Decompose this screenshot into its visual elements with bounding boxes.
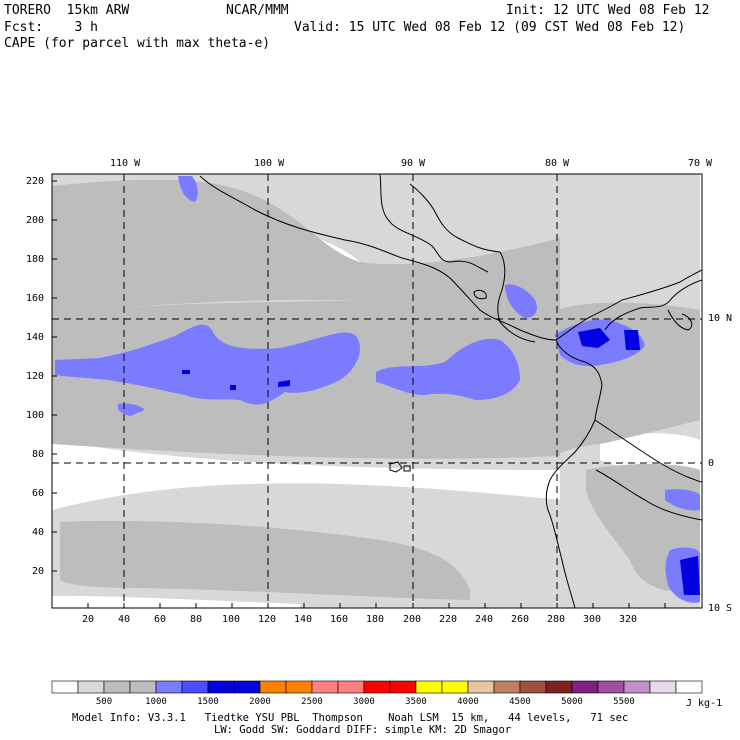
x-tick: 120 (258, 614, 277, 625)
init-time: Init: 12 UTC Wed 08 Feb 12 (506, 3, 710, 18)
organization-label: NCAR/MMM (226, 3, 289, 18)
lat-label-10s: 10 S (708, 603, 733, 614)
x-tick: 200 (403, 614, 422, 625)
y-tick: 20 (32, 566, 45, 577)
forecast-hour: Fcst: 3 h (4, 20, 98, 35)
model-info-line1: Model Info: V3.3.1 Tiedtke YSU PBL Thomp… (72, 712, 629, 724)
lon-label-100w: 100 W (254, 158, 285, 169)
y-tick: 80 (32, 449, 45, 460)
field-name: CAPE (for parcel with max theta-e) (4, 36, 271, 51)
lon-label-110w: 110 W (110, 158, 141, 169)
model-title: TORERO 15km ARW (4, 3, 130, 18)
map-frame (51, 173, 703, 609)
colorbar-label: 500 (95, 697, 113, 707)
colorbar-label: 4500 (509, 697, 531, 707)
colorbar-label: 1500 (197, 697, 219, 707)
x-tick: 60 (154, 614, 167, 625)
y-tick: 140 (26, 332, 45, 343)
x-tick: 260 (511, 614, 530, 625)
colorbar-label: 3500 (405, 697, 427, 707)
x-tick: 280 (547, 614, 566, 625)
lon-label-90w: 90 W (401, 158, 426, 169)
y-tick: 180 (26, 254, 45, 265)
y-tick: 100 (26, 410, 45, 421)
x-tick: 220 (439, 614, 458, 625)
y-tick: 60 (32, 488, 45, 499)
colorbar-label: 1000 (145, 697, 167, 707)
coastlines (199, 174, 702, 608)
lon-label-80w: 80 W (545, 158, 570, 169)
y-tick: 120 (26, 371, 45, 382)
lon-label-70w: 70 W (688, 158, 713, 169)
lat-label-0: 0 (708, 458, 715, 469)
y-tick: 200 (26, 215, 45, 226)
colorbar-label: 3000 (353, 697, 375, 707)
x-tick: 240 (475, 614, 494, 625)
colorbar-label: 2000 (249, 697, 271, 707)
x-tick: 320 (619, 614, 638, 625)
model-info-line2: LW: Godd SW: Goddard DIFF: simple KM: 2D… (214, 724, 512, 736)
y-tick: 40 (32, 527, 45, 538)
colorbar-label: 5000 (561, 697, 583, 707)
y-tick: 160 (26, 293, 45, 304)
valid-time: Valid: 15 UTC Wed 08 Feb 12 (09 CST Wed … (294, 20, 686, 35)
x-tick: 80 (190, 614, 203, 625)
colorbar-label: 5500 (613, 697, 635, 707)
x-tick: 40 (118, 614, 131, 625)
x-tick: 100 (222, 614, 241, 625)
y-tick: 220 (26, 176, 45, 187)
colorbar-unit: J kg-1 (686, 698, 723, 709)
colorbar-label: 4000 (457, 697, 479, 707)
cape-shading (52, 174, 700, 608)
colorbar-label: 2500 (301, 697, 323, 707)
axis-tick-marks (52, 180, 666, 608)
x-tick: 180 (366, 614, 385, 625)
latlon-grid (52, 174, 702, 608)
x-tick: 20 (82, 614, 95, 625)
x-tick: 160 (330, 614, 349, 625)
lat-label-10n: 10 N (708, 313, 733, 324)
x-tick: 140 (294, 614, 313, 625)
x-tick: 300 (583, 614, 602, 625)
